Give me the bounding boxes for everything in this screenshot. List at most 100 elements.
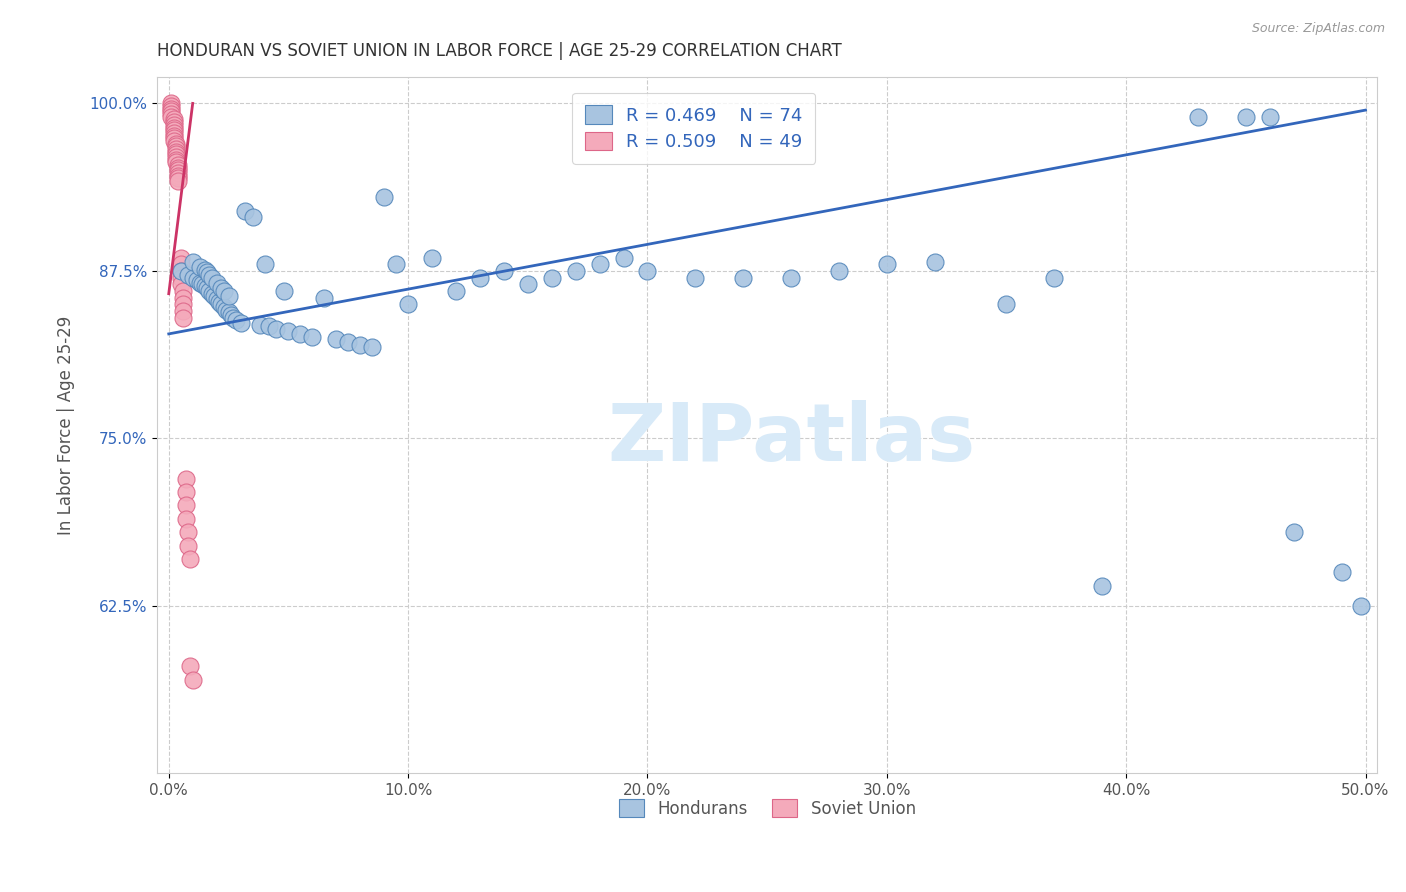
Point — [165, 142, 187, 156]
Point — [1043, 270, 1066, 285]
Point — [174, 472, 197, 486]
Point — [160, 102, 183, 116]
Point — [222, 310, 245, 325]
Point — [177, 539, 200, 553]
Point — [444, 284, 467, 298]
Point — [194, 278, 217, 293]
Point — [492, 264, 515, 278]
Point — [1091, 579, 1114, 593]
Y-axis label: In Labor Force | Age 25-29: In Labor Force | Age 25-29 — [58, 316, 75, 534]
Point — [337, 334, 360, 349]
Point — [209, 297, 232, 311]
Point — [167, 169, 190, 183]
Point — [160, 107, 183, 121]
Point — [194, 262, 217, 277]
Point — [249, 318, 271, 332]
Point — [188, 276, 211, 290]
Point — [179, 552, 201, 566]
Point — [165, 139, 187, 153]
Point — [301, 329, 323, 343]
Point — [637, 264, 659, 278]
Point — [516, 277, 538, 292]
Legend: Hondurans, Soviet Union: Hondurans, Soviet Union — [612, 793, 922, 824]
Point — [170, 251, 193, 265]
Point — [564, 264, 586, 278]
Point — [208, 294, 231, 309]
Point — [162, 112, 184, 127]
Point — [273, 284, 295, 298]
Point — [612, 251, 634, 265]
Point — [188, 260, 211, 274]
Point — [201, 270, 224, 285]
Point — [225, 313, 247, 327]
Point — [167, 158, 190, 172]
Point — [174, 499, 197, 513]
Point — [162, 115, 184, 129]
Point — [212, 300, 235, 314]
Point — [167, 166, 190, 180]
Point — [174, 485, 197, 500]
Point — [202, 289, 225, 303]
Point — [396, 297, 419, 311]
Text: HONDURAN VS SOVIET UNION IN LABOR FORCE | AGE 25-29 CORRELATION CHART: HONDURAN VS SOVIET UNION IN LABOR FORCE … — [157, 42, 842, 60]
Point — [1330, 566, 1353, 580]
Point — [924, 254, 946, 268]
Point — [172, 291, 194, 305]
Point — [167, 161, 190, 175]
Point — [361, 340, 384, 354]
Point — [205, 292, 228, 306]
Point — [191, 277, 214, 292]
Point — [181, 270, 204, 285]
Point — [325, 332, 347, 346]
Point — [162, 131, 184, 145]
Point — [160, 99, 183, 113]
Point — [588, 257, 610, 271]
Point — [780, 270, 803, 285]
Point — [165, 153, 187, 167]
Point — [242, 211, 264, 225]
Point — [162, 128, 184, 143]
Point — [177, 268, 200, 282]
Point — [468, 270, 491, 285]
Point — [218, 305, 240, 319]
Point — [259, 318, 281, 333]
Point — [215, 302, 238, 317]
Point — [1282, 525, 1305, 540]
Point — [373, 190, 395, 204]
Point — [209, 281, 232, 295]
Point — [1187, 110, 1209, 124]
Point — [229, 316, 252, 330]
Point — [540, 270, 562, 285]
Point — [162, 123, 184, 137]
Point — [385, 257, 408, 271]
Point — [170, 264, 193, 278]
Point — [314, 291, 336, 305]
Point — [235, 203, 257, 218]
Point — [165, 147, 187, 161]
Point — [172, 304, 194, 318]
Point — [205, 276, 228, 290]
Point — [420, 251, 443, 265]
Point — [179, 659, 201, 673]
Point — [170, 270, 193, 285]
Point — [167, 171, 190, 186]
Point — [685, 270, 707, 285]
Point — [219, 308, 242, 322]
Point — [160, 104, 183, 119]
Point — [170, 277, 193, 292]
Point — [177, 525, 200, 540]
Point — [160, 110, 183, 124]
Point — [195, 281, 218, 295]
Point — [167, 163, 190, 178]
Point — [162, 126, 184, 140]
Point — [172, 297, 194, 311]
Point — [167, 174, 190, 188]
Point — [1234, 110, 1257, 124]
Point — [165, 150, 187, 164]
Point — [170, 264, 193, 278]
Point — [162, 120, 184, 135]
Point — [160, 96, 183, 111]
Point — [162, 134, 184, 148]
Point — [995, 297, 1018, 311]
Point — [174, 512, 197, 526]
